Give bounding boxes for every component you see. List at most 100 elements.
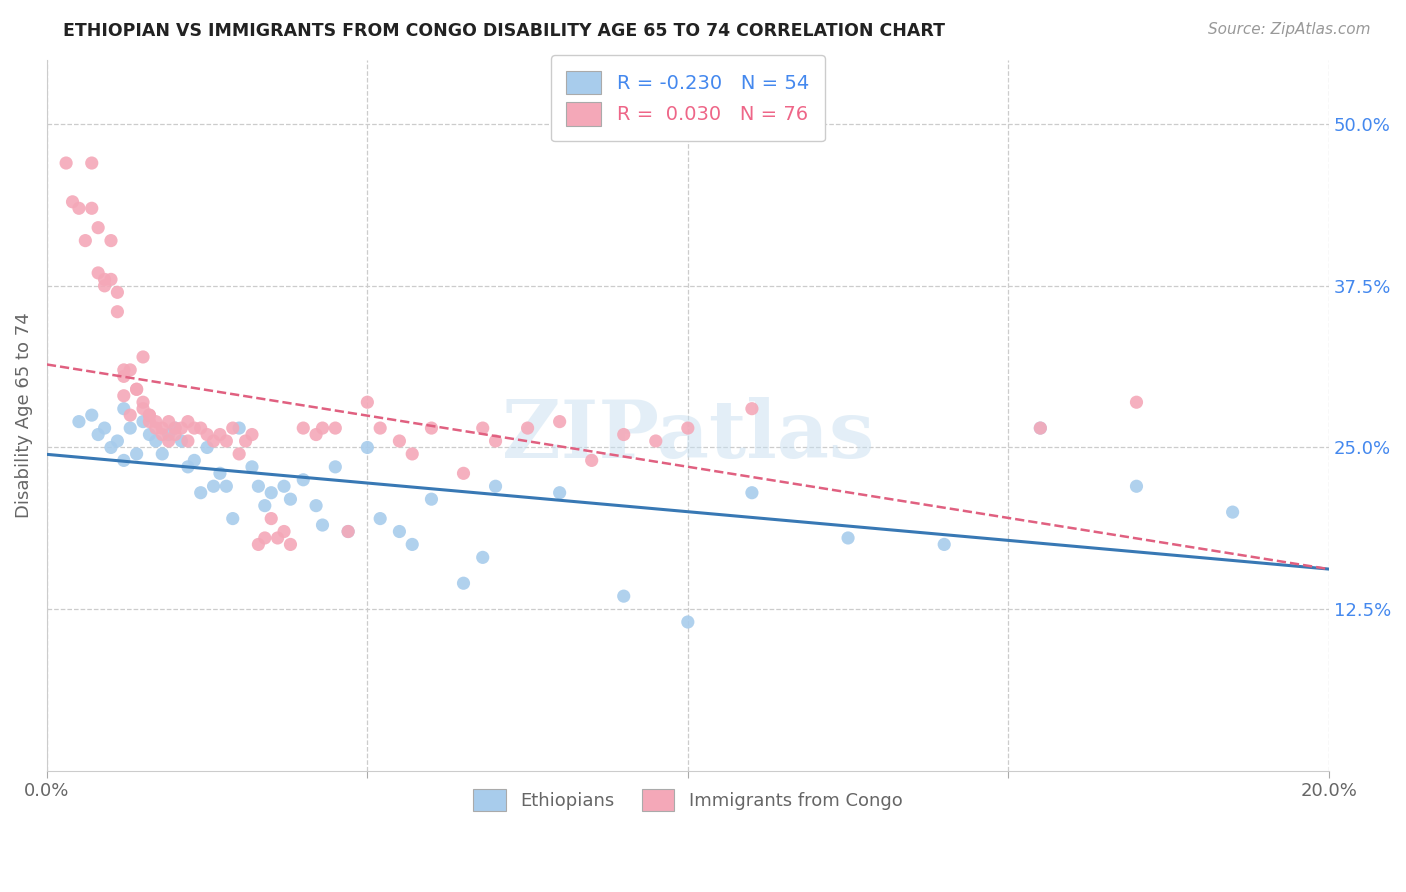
Point (741, 401, 763, 416)
Point (453, 576, 475, 591)
Point (170, 421, 193, 435)
Point (165, 421, 187, 435)
Point (292, 421, 315, 435)
Point (138, 427, 160, 442)
Point (420, 492, 443, 507)
Point (75, 234, 97, 248)
Point (87, 220, 110, 235)
Point (356, 395, 378, 409)
Text: ZIPatlas: ZIPatlas (502, 398, 875, 475)
Point (120, 363, 142, 377)
Point (266, 531, 288, 545)
Point (150, 447, 173, 461)
Point (453, 467, 475, 481)
Point (228, 447, 250, 461)
Point (105, 434, 128, 448)
Point (337, 524, 360, 539)
Point (337, 524, 360, 539)
Point (613, 589, 636, 603)
Point (247, 479, 270, 493)
Point (368, 511, 391, 525)
Point (471, 550, 494, 565)
Point (311, 421, 333, 435)
Point (177, 459, 200, 474)
Point (132, 401, 155, 416)
Point (112, 369, 135, 384)
Point (280, 492, 302, 507)
Point (202, 434, 225, 448)
Point (93, 421, 115, 435)
Point (138, 415, 160, 429)
Point (195, 441, 218, 455)
Text: Source: ZipAtlas.com: Source: ZipAtlas.com (1208, 22, 1371, 37)
Point (183, 453, 205, 467)
Point (644, 434, 666, 448)
Point (311, 518, 333, 533)
Point (55, 156, 77, 170)
Point (208, 467, 231, 481)
Point (368, 421, 391, 435)
Point (80, 202, 103, 216)
Point (356, 441, 378, 455)
Point (240, 459, 263, 474)
Point (165, 427, 187, 442)
Point (145, 434, 167, 448)
Point (260, 511, 283, 525)
Point (273, 479, 295, 493)
Point (253, 531, 276, 545)
Point (1125, 479, 1147, 493)
Point (112, 453, 135, 467)
Legend: Ethiopians, Immigrants from Congo: Ethiopians, Immigrants from Congo (458, 775, 917, 826)
Point (235, 434, 257, 448)
Point (157, 434, 180, 448)
Point (93, 272, 115, 286)
Point (215, 434, 238, 448)
Point (401, 537, 423, 551)
Point (87, 427, 110, 442)
Point (280, 537, 302, 551)
Point (247, 537, 270, 551)
Point (120, 421, 142, 435)
Point (138, 408, 160, 422)
Point (112, 363, 135, 377)
Point (484, 434, 506, 448)
Point (67, 415, 90, 429)
Point (837, 531, 859, 545)
Point (613, 427, 636, 442)
Point (93, 278, 115, 293)
Point (177, 434, 200, 448)
Point (165, 421, 187, 435)
Point (170, 434, 193, 448)
Point (80, 408, 103, 422)
Point (581, 453, 603, 467)
Point (471, 421, 494, 435)
Point (125, 382, 148, 396)
Point (260, 485, 283, 500)
Point (420, 421, 443, 435)
Point (120, 408, 142, 422)
Point (934, 537, 956, 551)
Point (222, 511, 245, 525)
Point (100, 441, 122, 455)
Point (157, 427, 180, 442)
Point (195, 427, 218, 442)
Point (1029, 421, 1052, 435)
Point (105, 285, 128, 300)
Point (125, 382, 148, 396)
Point (100, 272, 122, 286)
Point (215, 479, 238, 493)
Point (1222, 505, 1244, 519)
Point (132, 395, 155, 409)
Point (388, 434, 411, 448)
Point (273, 524, 295, 539)
Point (177, 415, 200, 429)
Point (676, 615, 699, 629)
Point (67, 202, 90, 216)
Text: ETHIOPIAN VS IMMIGRANTS FROM CONGO DISABILITY AGE 65 TO 74 CORRELATION CHART: ETHIOPIAN VS IMMIGRANTS FROM CONGO DISAB… (63, 22, 945, 40)
Point (388, 524, 411, 539)
Point (183, 421, 205, 435)
Point (145, 421, 167, 435)
Point (87, 266, 110, 280)
Point (145, 415, 167, 429)
Point (516, 421, 538, 435)
